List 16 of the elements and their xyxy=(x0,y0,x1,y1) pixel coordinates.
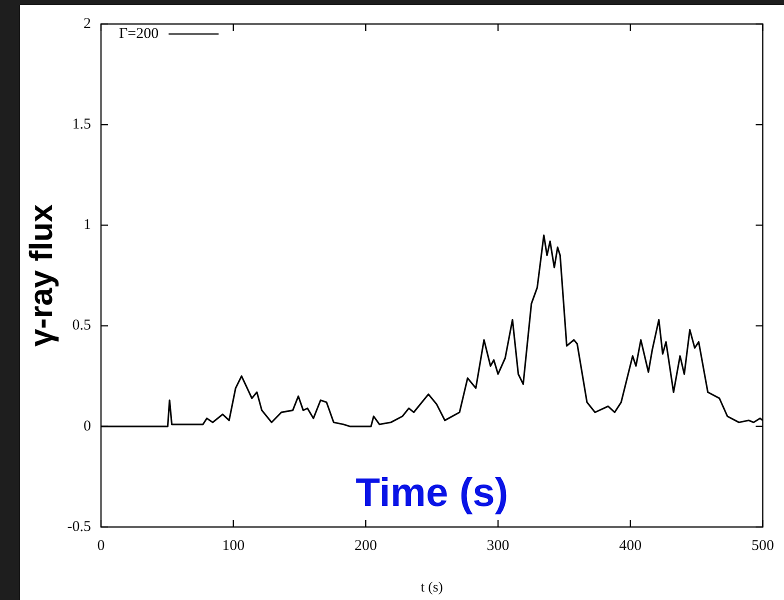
legend-label: Γ=200 xyxy=(119,26,159,42)
x-tick-label: 200 xyxy=(354,538,377,554)
annotation: Time (s) xyxy=(356,471,508,516)
x-tick-label: 100 xyxy=(222,538,245,554)
x-tick-label: 300 xyxy=(486,538,510,554)
y-axis-title: γ-ray flux xyxy=(23,204,60,347)
x-axis-title: t (s) xyxy=(420,580,444,596)
x-tick-label: 400 xyxy=(619,538,642,554)
x-tick-label: 500 xyxy=(752,538,774,554)
y-tick-label: 2 xyxy=(84,16,91,32)
y-tick-label: 0 xyxy=(84,418,91,434)
y-tick-label: 1 xyxy=(84,217,91,234)
y-tick-label: 0.5 xyxy=(72,318,91,334)
y-tick-label: 1.5 xyxy=(72,116,91,133)
x-tick-label: 0 xyxy=(97,538,105,554)
y-tick-label: -0.5 xyxy=(67,518,91,535)
